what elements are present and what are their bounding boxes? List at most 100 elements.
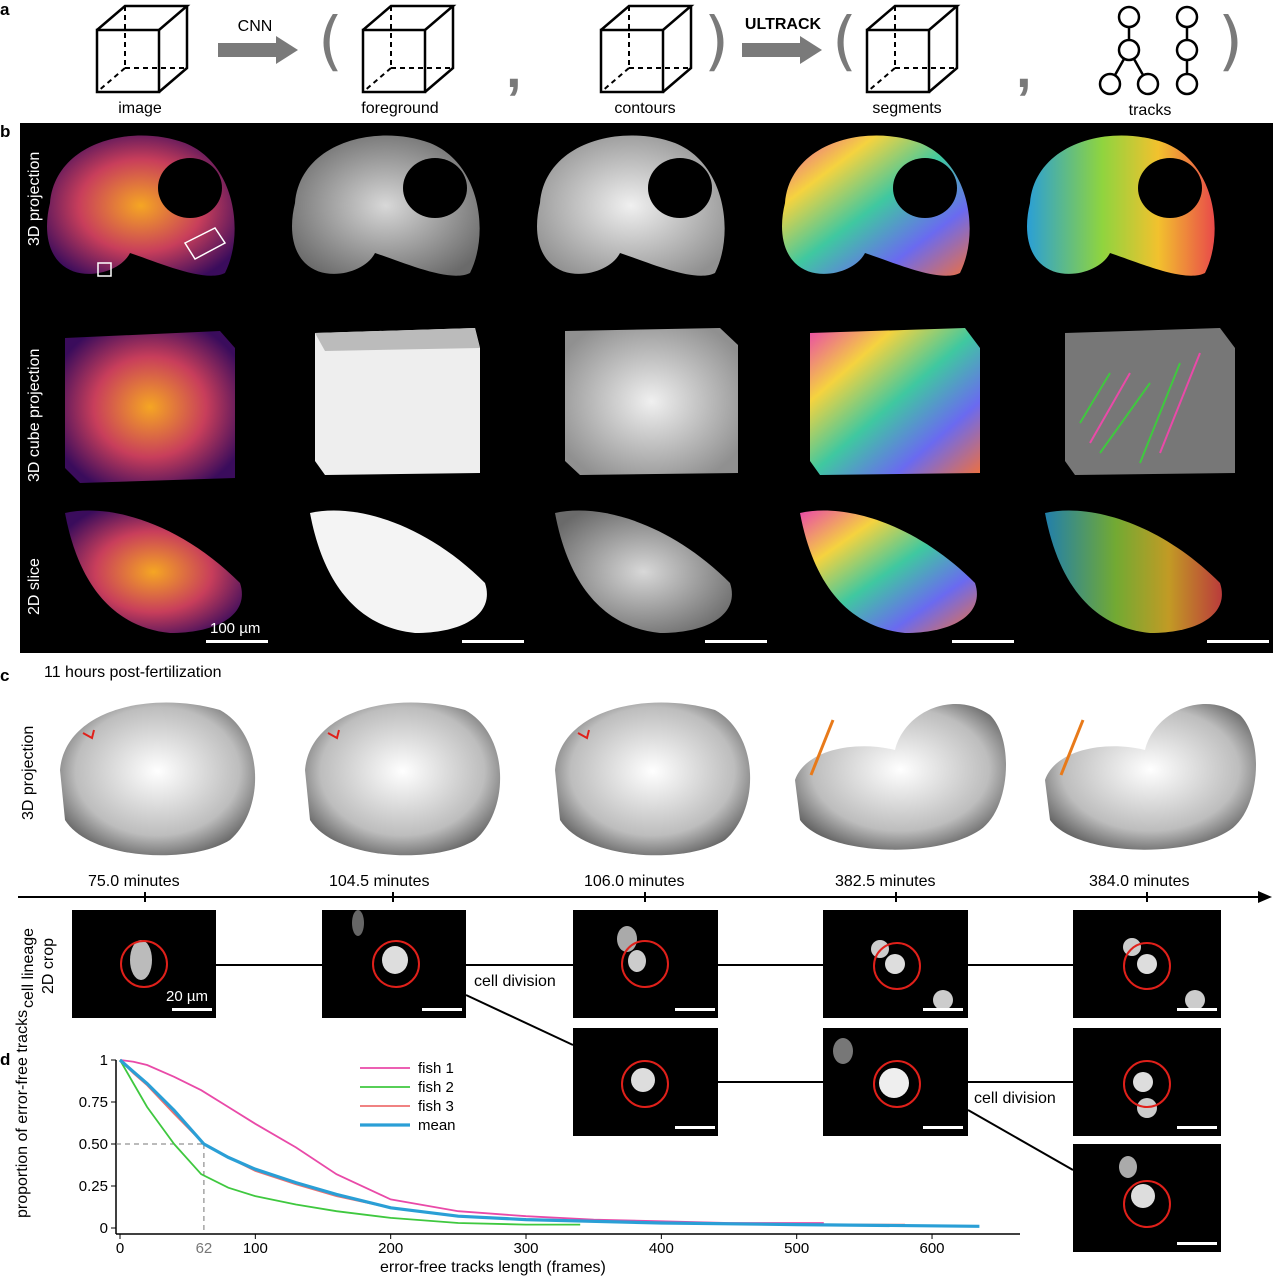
crop-t5-a [1073,910,1221,1018]
scale-bar-label-20um: 20 µm [166,988,208,1005]
lineage-connectors [216,964,1074,1171]
time-label-2: 104.5 minutes [329,873,430,890]
time-tick-4 [895,892,897,902]
series-line-fish-2 [119,1059,581,1226]
crop-t3-b [573,1028,718,1136]
panel-c-embryo-timelapse [60,702,1257,856]
time-label-3: 106.0 minutes [584,873,685,890]
row-label-3d-cube-projection: 3D cube projection [26,348,43,482]
timelapse-frame-3 [555,702,751,856]
panel-b-microscopy-renders [47,135,1235,633]
open-paren-2: ( [832,5,857,79]
cube-icon-image [95,4,191,94]
slice-image [65,510,242,633]
close-paren-2: ) [1218,5,1243,79]
pipeline-diagram [95,4,1199,96]
embryo-projection-segments [782,135,970,276]
label-cnn: CNN [237,18,273,35]
scale-bar-label-100um: 100 µm [210,620,261,637]
cube-render-tracks [1065,328,1235,475]
comma-2: , [1016,36,1032,99]
timelapse-frame-4 [795,703,1007,850]
cube-render-segments [810,328,980,475]
cell-division-label-1: cell division [474,973,556,991]
slice-contours [555,510,732,633]
label-foreground: foreground [361,100,439,117]
panel-b-image-grid [20,123,1273,653]
close-paren-1: ) [704,5,729,79]
cube-render-image [65,331,235,483]
label-segments: segments [872,100,942,117]
y-tick-label-2: 0.50 [79,1136,108,1153]
tree-icon-tracks [1098,5,1199,96]
embryo-projection-tracks [1027,135,1215,276]
embryo-projection-contours [537,135,725,276]
scale-bar-b-2 [462,640,524,643]
embryo-projection-image [47,135,235,277]
legend-label-1: fish 2 [418,1079,454,1096]
lineage-label-line1: cell lineage [20,927,37,1008]
row-label-2d-slice: 2D slice [26,558,43,615]
cube-icon-segments [865,4,961,94]
label-ultrack: ULTRACK [744,16,822,33]
time-label-5: 384.0 minutes [1089,873,1190,890]
crop-t1: 20 µm [72,910,216,1018]
time-axis-arrow [18,891,1272,903]
panel-c-title: 11 hours post-fertilization [44,664,222,681]
crop-t5-c [1073,1144,1221,1252]
panel-a-letter: a [0,0,10,19]
panel-c-letter: c [0,666,10,685]
cube-icon-contours [599,4,695,94]
annotation-label: 62 [196,1240,213,1257]
legend-label-3: mean [418,1117,456,1134]
x-tick-label-5: 500 [784,1240,809,1257]
crop-t4-a [823,910,968,1018]
time-tick-3 [644,892,646,902]
open-paren-1: ( [318,5,343,79]
arrow-icon-ultrack [742,36,822,64]
crop-t5-b [1073,1028,1221,1136]
lineage-label-line2: 2D crop [40,937,57,994]
legend-label-2: fish 3 [418,1098,454,1115]
cell-division-label-2: cell division [974,1090,1056,1108]
timelapse-frame-5 [1045,703,1257,850]
series-line-fish-1 [119,1059,824,1224]
slice-foreground [310,510,487,633]
crop-t3-a [573,910,718,1018]
scale-bar-b-3 [705,640,767,643]
slice-segments [800,510,977,633]
y-tick-label-0: 0 [100,1220,108,1237]
survival-chart: 0 100 200 300 400 500 600 0 0.25 0.50 0.75 1 62 fish … [79,1052,1020,1257]
time-tick-2 [392,892,394,902]
series-line-mean [118,1058,980,1228]
chart-xlabel: error-free tracks length (frames) [380,1259,606,1276]
label-image: image [118,100,162,117]
timelapse-frame-1 [60,702,256,856]
time-tick-5 [1146,892,1148,902]
label-tracks: tracks [1128,102,1172,119]
y-tick-label-3: 0.75 [79,1094,108,1111]
cube-render-contours [565,328,738,475]
crop-t4-b [823,1028,968,1136]
scale-bar-b-4 [952,640,1014,643]
time-tick-1 [144,892,146,902]
timelapse-frame-2 [305,702,501,856]
series-line-fish-3 [119,1059,905,1226]
cube-render-foreground [315,328,480,475]
scale-bar-b-5 [1207,640,1269,643]
crop-t2 [322,910,466,1018]
embryo-projection-foreground [292,135,480,276]
time-label-4: 382.5 minutes [835,873,936,890]
y-tick-label-1: 0.25 [79,1178,108,1195]
x-tick-label-4: 400 [649,1240,674,1257]
chart-ylabel: proportion of error-free tracks [14,1009,31,1218]
cube-icon-foreground [361,4,457,94]
time-label-1: 75.0 minutes [88,873,180,890]
arrow-icon-cnn [218,36,298,64]
x-tick-label-3: 300 [513,1240,538,1257]
panel-c-row-label: 3D projection [20,725,37,820]
label-contours: contours [614,100,676,117]
slice-tracks [1045,510,1222,633]
panel-d-letter: d [0,1050,11,1069]
x-tick-label-1: 100 [243,1240,268,1257]
